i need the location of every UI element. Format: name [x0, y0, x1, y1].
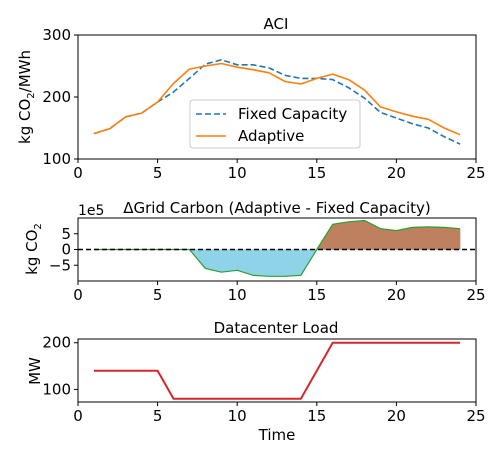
adaptive-line	[93, 62, 461, 136]
positive-diff-area	[348, 220, 365, 250]
delta-carbon-title: ΔGrid Carbon (Adaptive - Fixed Capacity)	[123, 199, 431, 217]
x-tick-label: 15	[307, 164, 326, 182]
x-tick-label: 0	[73, 164, 83, 182]
positive-diff-area	[332, 221, 349, 250]
delta-carbon-y-label: kg CO2	[23, 223, 44, 275]
load-plot-frame	[77, 338, 477, 403]
load-y-ticks: 100 200	[42, 334, 78, 398]
x-tick-label: 0	[73, 407, 83, 425]
x-tick-label: 10	[228, 164, 247, 182]
aci-y-label: kg CO2/MWh	[16, 50, 37, 144]
x-tick-label: 20	[387, 286, 406, 304]
y-tick-label: 0	[61, 241, 71, 259]
delta-carbon-series-group	[78, 219, 476, 277]
x-tick-label: 15	[307, 286, 326, 304]
delta-carbon-y-ticks: −505	[49, 225, 78, 274]
negative-diff-area	[284, 249, 302, 277]
aci-title: ACI	[264, 15, 289, 33]
x-tick-label: 20	[387, 164, 406, 182]
load-series-group	[93, 341, 461, 400]
load-x-label: Time	[258, 426, 296, 444]
positive-diff-area	[443, 227, 461, 250]
aci-panel: ACI 0 5 10 15 20 25 100 200 300 kg CO2/MWh Fixe…	[16, 15, 486, 182]
load-title: Datacenter Load	[214, 319, 339, 337]
load-line	[93, 341, 461, 400]
delta-carbon-offset-label: 1e5	[78, 203, 104, 219]
y-tick-label: 100	[42, 150, 71, 168]
x-tick-label: 10	[228, 286, 247, 304]
positive-diff-area	[412, 226, 429, 250]
x-tick-label: 10	[228, 407, 247, 425]
legend-adaptive-label: Adaptive	[238, 127, 304, 145]
x-tick-label: 15	[307, 407, 326, 425]
y-tick-label: 100	[42, 380, 71, 398]
x-tick-label: 5	[153, 164, 163, 182]
y-tick-label: −5	[49, 256, 71, 274]
x-tick-label: 20	[387, 407, 406, 425]
delta-carbon-x-ticks: 0 5 10 15 20 25	[73, 281, 486, 304]
x-tick-label: 0	[73, 286, 83, 304]
legend-fixed-capacity-label: Fixed Capacity	[238, 105, 347, 123]
x-tick-label: 25	[466, 164, 485, 182]
y-tick-label: 5	[61, 225, 71, 243]
aci-legend: Fixed Capacity Adaptive	[189, 99, 361, 149]
x-tick-label: 5	[153, 407, 163, 425]
delta-carbon-panel: ΔGrid Carbon (Adaptive - Fixed Capacity)…	[23, 199, 486, 304]
positive-diff-area	[396, 227, 413, 250]
negative-diff-area	[268, 249, 286, 277]
x-tick-label: 25	[466, 407, 485, 425]
y-tick-label: 200	[42, 334, 71, 352]
negative-diff-area	[221, 249, 238, 273]
positive-diff-area	[380, 228, 397, 250]
positive-diff-area	[427, 226, 445, 250]
aci-y-ticks: 100 200 300	[42, 26, 78, 168]
negative-diff-area	[252, 249, 270, 277]
x-tick-label: 5	[153, 286, 163, 304]
x-tick-label: 25	[466, 286, 485, 304]
load-panel: Datacenter Load 0 5 10 15 20 25 100 200 MW Tim…	[26, 319, 486, 444]
fixed-capacity-line	[93, 58, 461, 145]
aci-series-group	[93, 58, 461, 145]
load-x-ticks: 0 5 10 15 20 25	[73, 402, 486, 425]
y-tick-label: 300	[42, 26, 71, 44]
load-y-label: MW	[26, 357, 44, 385]
y-tick-label: 200	[42, 88, 71, 106]
aci-x-ticks: 0 5 10 15 20 25	[73, 159, 486, 182]
